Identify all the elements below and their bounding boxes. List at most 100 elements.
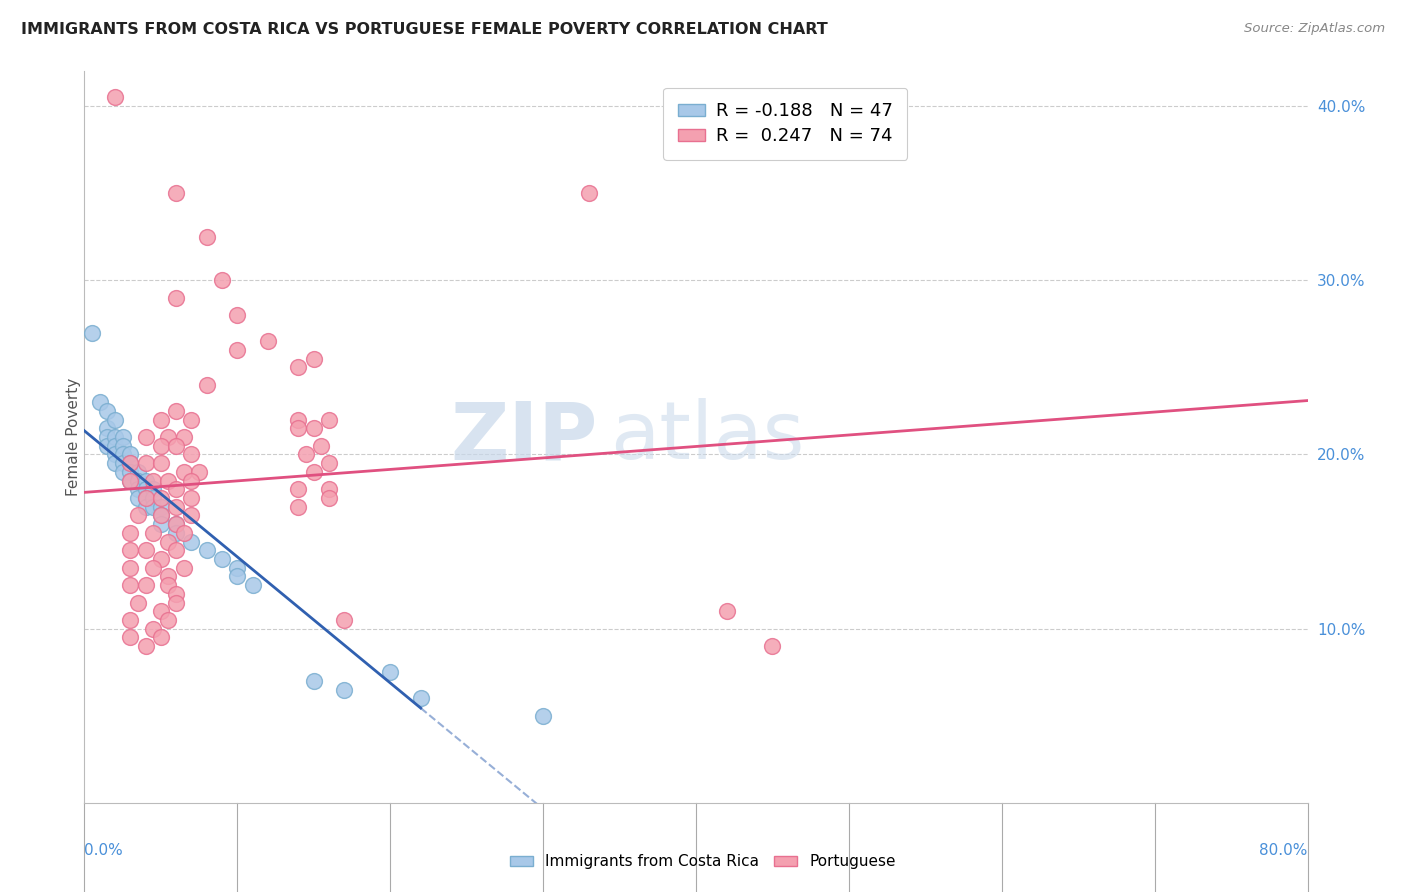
Point bbox=[142, 474, 165, 488]
Legend: Immigrants from Costa Rica, Portuguese: Immigrants from Costa Rica, Portuguese bbox=[503, 848, 903, 875]
Point bbox=[242, 578, 264, 592]
Point bbox=[287, 483, 309, 497]
Point bbox=[142, 525, 165, 540]
Point bbox=[165, 543, 187, 558]
Point bbox=[165, 525, 187, 540]
Point bbox=[173, 465, 195, 479]
Point bbox=[142, 491, 165, 505]
Point bbox=[287, 412, 309, 426]
Point bbox=[302, 673, 325, 688]
Point bbox=[226, 560, 249, 574]
Point bbox=[142, 483, 165, 497]
Point bbox=[149, 552, 172, 566]
Point bbox=[180, 491, 202, 505]
Point bbox=[188, 465, 211, 479]
Point bbox=[257, 334, 280, 349]
Point bbox=[120, 560, 142, 574]
Point bbox=[195, 543, 218, 558]
Point bbox=[318, 456, 340, 470]
Point bbox=[111, 430, 134, 444]
Point bbox=[165, 500, 187, 514]
Point bbox=[149, 604, 172, 618]
Text: 0.0%: 0.0% bbox=[84, 843, 124, 858]
Point bbox=[111, 465, 134, 479]
Point bbox=[135, 430, 157, 444]
Point bbox=[127, 508, 149, 523]
Point bbox=[80, 326, 103, 340]
Point bbox=[318, 412, 340, 426]
Point bbox=[211, 552, 233, 566]
Point bbox=[135, 500, 157, 514]
Point bbox=[173, 430, 195, 444]
Point bbox=[149, 508, 172, 523]
Point bbox=[96, 439, 118, 453]
Point bbox=[318, 483, 340, 497]
Point bbox=[287, 421, 309, 435]
Point bbox=[120, 578, 142, 592]
Point bbox=[157, 578, 180, 592]
Point bbox=[135, 578, 157, 592]
Point bbox=[127, 483, 149, 497]
Point bbox=[180, 474, 202, 488]
Text: ZIP: ZIP bbox=[451, 398, 598, 476]
Point bbox=[195, 377, 218, 392]
Legend: R = -0.188   N = 47, R =  0.247   N = 74: R = -0.188 N = 47, R = 0.247 N = 74 bbox=[664, 87, 907, 160]
Point bbox=[761, 639, 783, 653]
Point bbox=[149, 517, 172, 532]
Point bbox=[96, 421, 118, 435]
Point bbox=[104, 448, 127, 462]
Point bbox=[149, 491, 172, 505]
Text: IMMIGRANTS FROM COSTA RICA VS PORTUGUESE FEMALE POVERTY CORRELATION CHART: IMMIGRANTS FROM COSTA RICA VS PORTUGUESE… bbox=[21, 22, 828, 37]
Point bbox=[127, 595, 149, 609]
Point bbox=[149, 456, 172, 470]
Point bbox=[173, 560, 195, 574]
Point bbox=[165, 595, 187, 609]
Point bbox=[211, 273, 233, 287]
Point bbox=[135, 456, 157, 470]
Text: atlas: atlas bbox=[610, 398, 804, 476]
Point bbox=[578, 186, 600, 201]
Point bbox=[318, 491, 340, 505]
Point bbox=[120, 543, 142, 558]
Point bbox=[173, 525, 195, 540]
Point bbox=[120, 613, 142, 627]
Point bbox=[127, 465, 149, 479]
Point bbox=[226, 343, 249, 357]
Point bbox=[302, 351, 325, 366]
Point bbox=[104, 439, 127, 453]
Point bbox=[333, 613, 356, 627]
Point bbox=[104, 456, 127, 470]
Point bbox=[165, 483, 187, 497]
Point bbox=[716, 604, 738, 618]
Point bbox=[104, 430, 127, 444]
Point bbox=[135, 474, 157, 488]
Point bbox=[142, 500, 165, 514]
Point bbox=[180, 534, 202, 549]
Point bbox=[120, 465, 142, 479]
Point bbox=[157, 613, 180, 627]
Y-axis label: Female Poverty: Female Poverty bbox=[66, 378, 80, 496]
Point bbox=[165, 404, 187, 418]
Point bbox=[157, 474, 180, 488]
Point bbox=[89, 395, 111, 409]
Point bbox=[165, 186, 187, 201]
Point bbox=[157, 534, 180, 549]
Text: Source: ZipAtlas.com: Source: ZipAtlas.com bbox=[1244, 22, 1385, 36]
Point bbox=[142, 560, 165, 574]
Point bbox=[111, 448, 134, 462]
Point bbox=[104, 412, 127, 426]
Point bbox=[135, 491, 157, 505]
Point bbox=[135, 491, 157, 505]
Point bbox=[120, 631, 142, 645]
Point bbox=[165, 517, 187, 532]
Point bbox=[120, 525, 142, 540]
Point bbox=[333, 682, 356, 697]
Point bbox=[380, 665, 402, 680]
Point bbox=[157, 569, 180, 583]
Point bbox=[180, 448, 202, 462]
Point bbox=[531, 708, 554, 723]
Point bbox=[180, 412, 202, 426]
Point bbox=[120, 456, 142, 470]
Point bbox=[120, 456, 142, 470]
Point bbox=[295, 448, 318, 462]
